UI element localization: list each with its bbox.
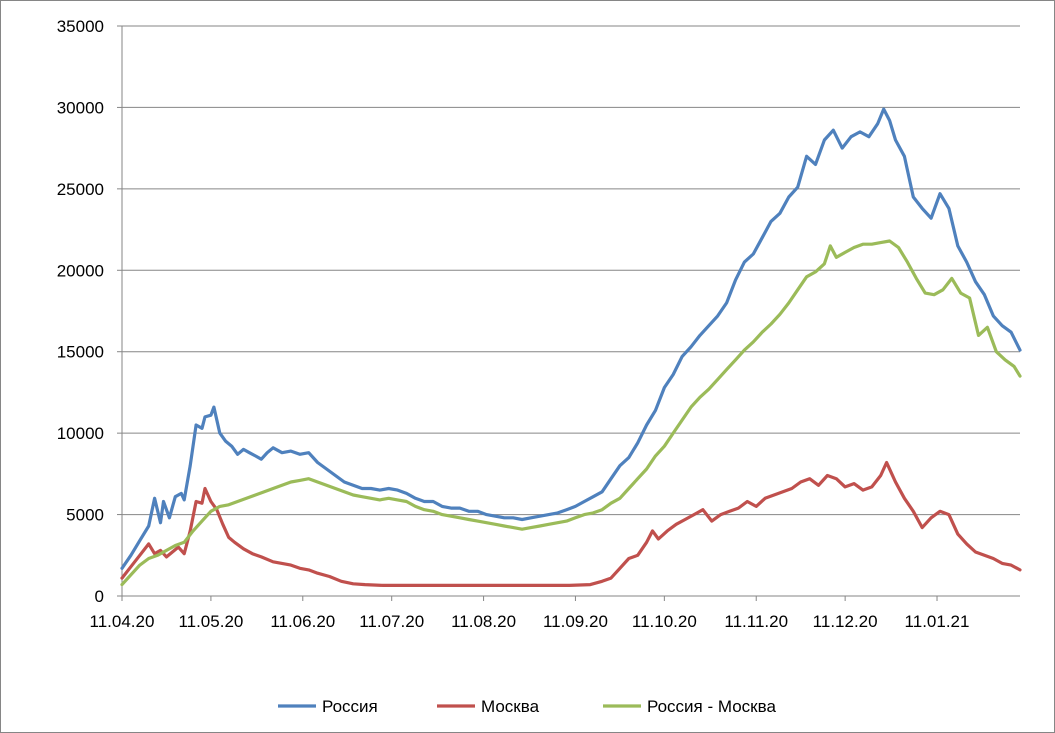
x-tick-label: 11.07.20 bbox=[359, 612, 424, 631]
y-tick-label: 35000 bbox=[57, 17, 104, 36]
series-line-1 bbox=[120, 460, 1022, 587]
series-line-0 bbox=[120, 107, 1022, 570]
y-tick-label: 30000 bbox=[57, 98, 104, 117]
y-tick-label: 20000 bbox=[57, 261, 104, 280]
y-tick-label: 10000 bbox=[57, 424, 104, 443]
x-tick-label: 11.10.20 bbox=[632, 612, 697, 631]
y-tick-label: 5000 bbox=[66, 506, 104, 525]
series-lines bbox=[120, 107, 1022, 587]
gridlines bbox=[122, 25, 1020, 516]
legend: Россия Москва Россия - Москва bbox=[278, 697, 776, 716]
y-tick-label: 0 bbox=[95, 587, 104, 606]
y-axis-ticks: 0 5000 10000 15000 20000 25000 30000 35000 bbox=[57, 17, 122, 606]
legend-label: Россия - Москва bbox=[647, 697, 776, 716]
series-line-2 bbox=[120, 239, 1022, 587]
y-tick-label: 15000 bbox=[57, 343, 104, 362]
x-tick-label: 11.12.20 bbox=[813, 612, 878, 631]
x-tick-label: 11.09.20 bbox=[543, 612, 608, 631]
x-tick-label: 11.11.20 bbox=[724, 612, 788, 631]
x-tick-label: 11.08.20 bbox=[451, 612, 516, 631]
axes bbox=[121, 26, 1020, 597]
x-axis-ticks: 11.04.20 11.05.20 11.06.20 11.07.20 11.08.20… bbox=[90, 596, 970, 631]
y-tick-label: 25000 bbox=[57, 180, 104, 199]
x-tick-label: 11.04.20 bbox=[90, 612, 155, 631]
x-tick-label: 11.05.20 bbox=[178, 612, 243, 631]
legend-label: Россия bbox=[322, 697, 378, 716]
x-tick-label: 11.01.21 bbox=[905, 612, 970, 631]
legend-label: Москва bbox=[481, 697, 540, 716]
x-tick-label: 11.06.20 bbox=[270, 612, 335, 631]
